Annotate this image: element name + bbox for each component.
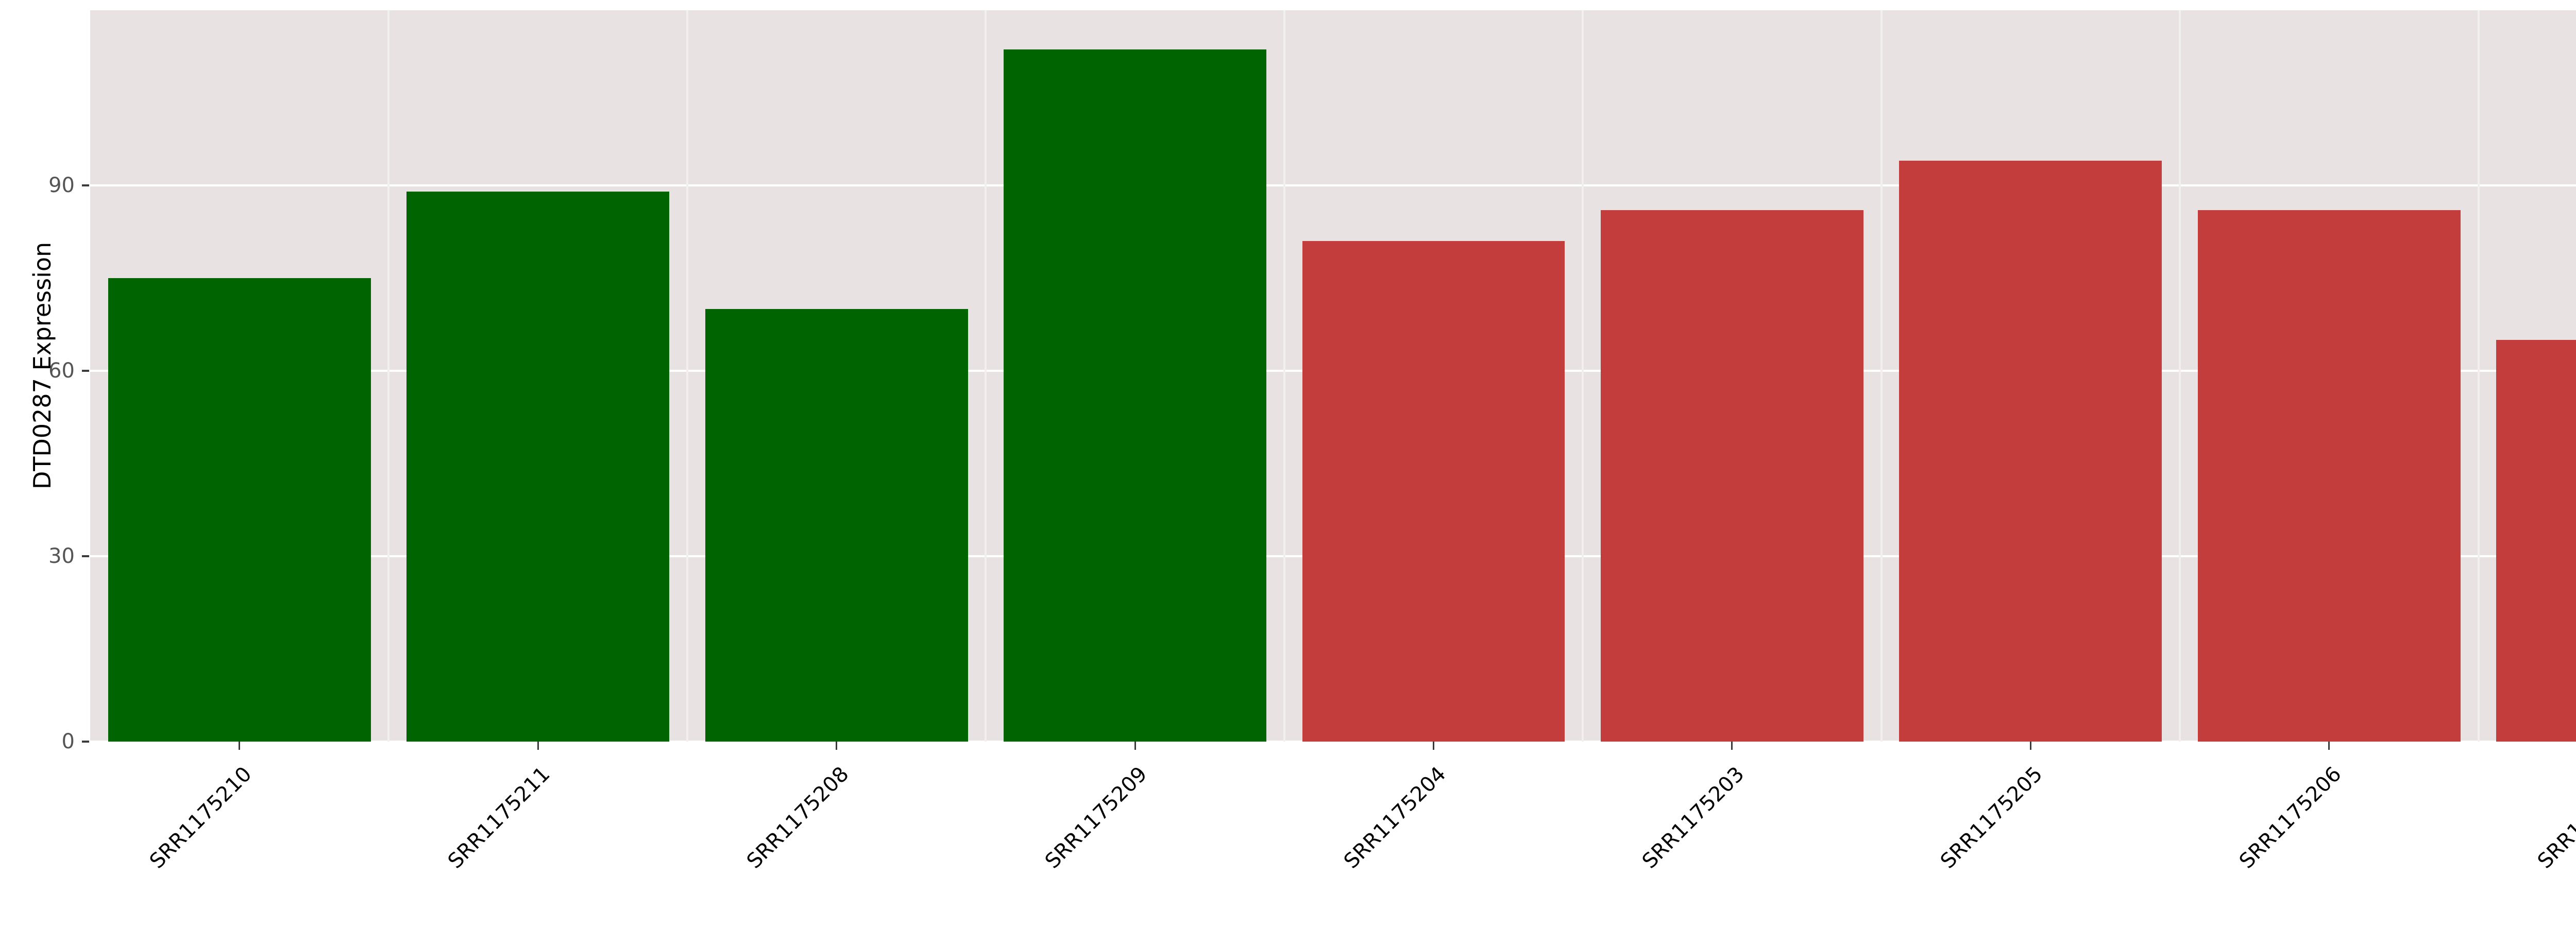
x-tick-mark (239, 742, 241, 750)
plot-area (90, 10, 2576, 743)
x-tick-label: SRR1175204 (1339, 762, 1451, 873)
y-tick-label: 90 (48, 173, 75, 197)
gridline-vertical (387, 10, 390, 742)
x-tick-label: SRR1175211 (443, 762, 555, 873)
y-tick-mark (82, 184, 89, 186)
x-tick-label: SRR1175206 (2234, 762, 2346, 873)
y-tick-mark (82, 369, 89, 372)
x-tick-label: SRR1175205 (1936, 762, 2047, 873)
gridline-vertical (2477, 10, 2480, 742)
bar[interactable] (1600, 210, 1863, 742)
bar[interactable] (108, 278, 371, 742)
bar[interactable] (406, 191, 670, 742)
x-tick-mark (836, 742, 838, 750)
gridline-vertical (1283, 10, 1285, 742)
x-tick-mark (2029, 742, 2031, 750)
x-tick-mark (1433, 742, 1434, 750)
x-tick-label: SRR1175203 (1637, 762, 1749, 873)
gridline-horizontal (90, 184, 2576, 186)
x-tick-mark (1134, 742, 1136, 750)
x-tick-label: SRR1175208 (742, 762, 854, 873)
gridline-vertical (1880, 10, 1883, 742)
y-tick-mark (82, 741, 89, 743)
y-tick-label: 60 (48, 358, 75, 383)
bar[interactable] (1899, 160, 2162, 742)
bar[interactable] (2496, 339, 2576, 742)
x-tick-label: SRR1175209 (1040, 762, 1152, 873)
bar[interactable] (705, 308, 968, 742)
bar[interactable] (1004, 49, 1266, 742)
x-tick-mark (2328, 742, 2330, 750)
y-tick-label: 30 (48, 544, 75, 568)
y-tick-label: 0 (61, 730, 75, 753)
gridline-vertical (1582, 10, 1584, 742)
x-tick-mark (1731, 742, 1733, 750)
x-tick-label: SRR1175207 (2533, 762, 2576, 873)
x-tick-mark (537, 742, 539, 750)
y-tick-mark (82, 555, 89, 557)
bar[interactable] (1302, 241, 1565, 742)
gridline-vertical (985, 10, 987, 742)
gridline-vertical (686, 10, 688, 742)
x-tick-label: SRR1175210 (145, 762, 257, 873)
bar[interactable] (2197, 210, 2461, 742)
gridline-vertical (2179, 10, 2181, 742)
